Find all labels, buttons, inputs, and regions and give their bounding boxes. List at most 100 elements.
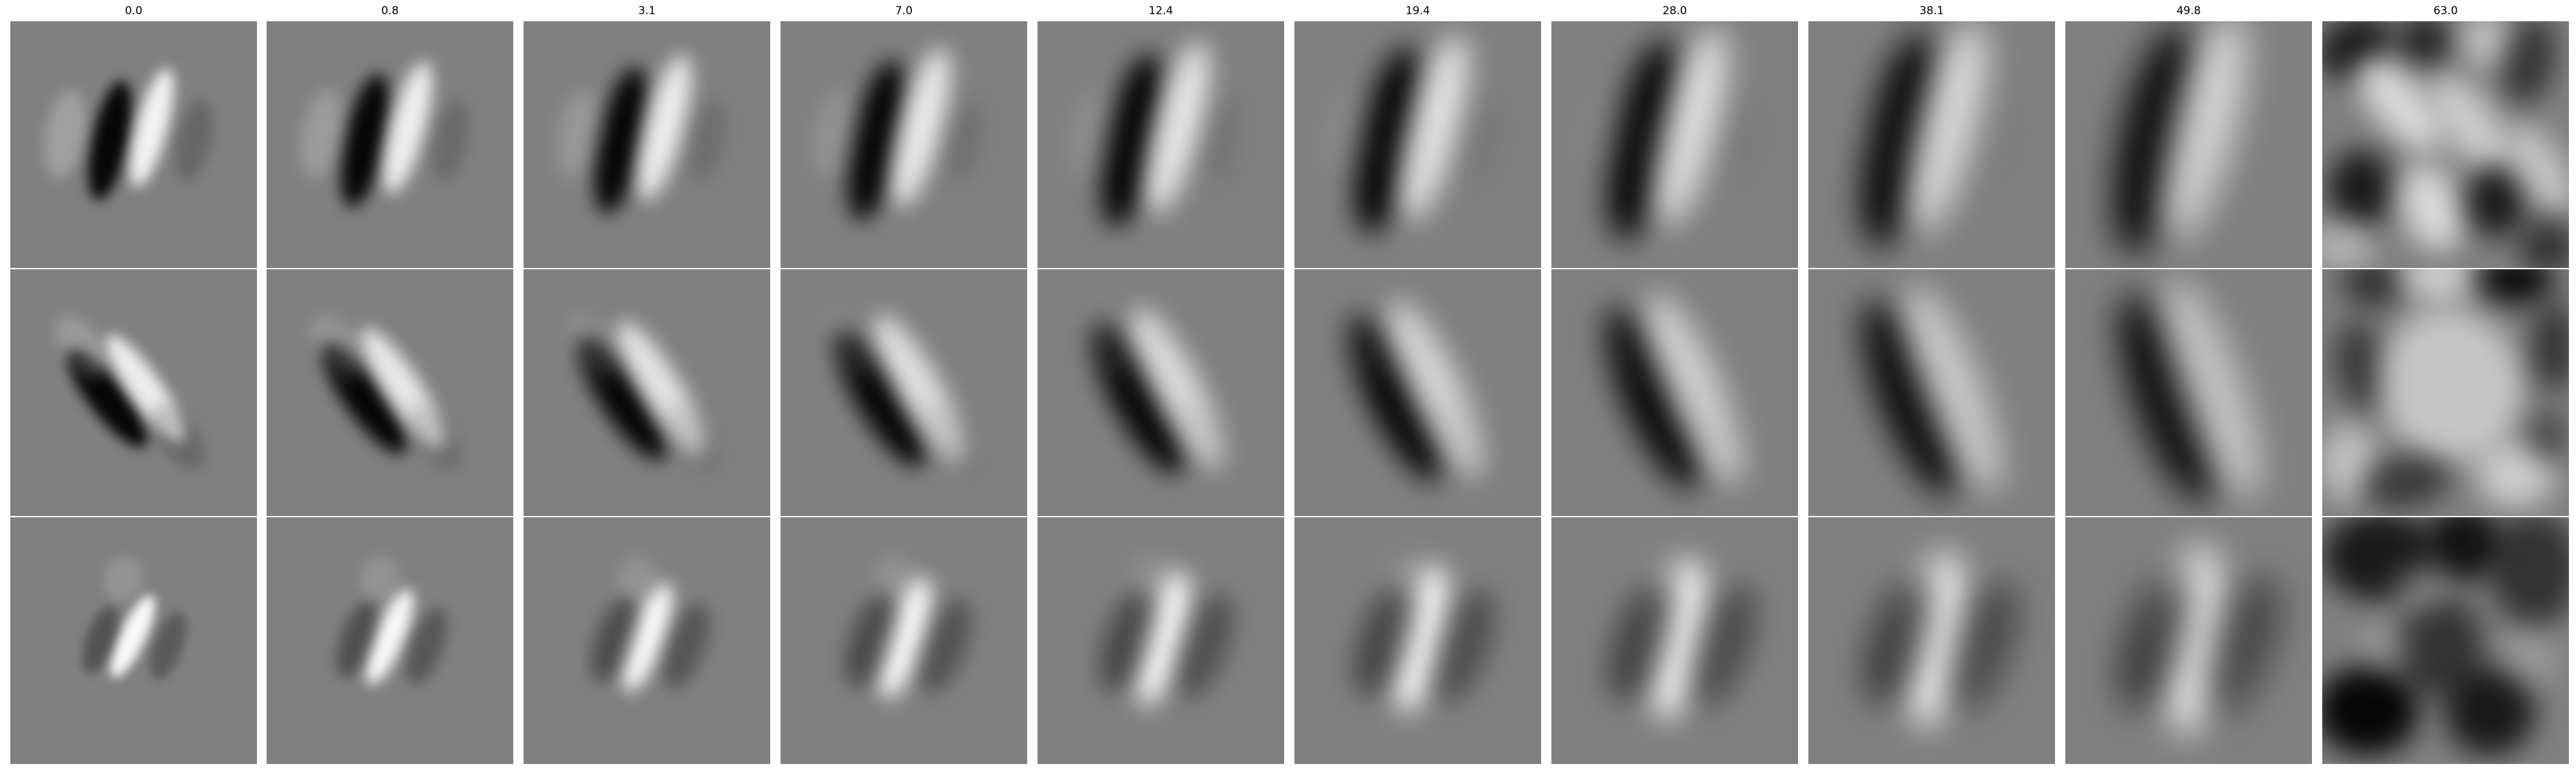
bright-lobe [558, 89, 599, 179]
filter-image [1294, 517, 1541, 764]
dark-lobe [2532, 301, 2569, 392]
filter-panel [1294, 517, 1541, 764]
dark-lobe [2117, 569, 2193, 711]
bright-lobe [1596, 315, 1648, 378]
filter-panel [1037, 269, 1284, 516]
column-title: 63.0 [2433, 5, 2458, 17]
dark-lobe [1716, 99, 1754, 182]
filter-image [2065, 269, 2312, 516]
bright-lobe [879, 577, 931, 699]
dark-lobe [1459, 99, 1497, 182]
bright-lobe [1654, 28, 1727, 227]
bright-lobe [1644, 556, 1684, 601]
filter-image [524, 21, 770, 268]
bright-lobe [1901, 556, 1941, 601]
filter-image [267, 269, 513, 516]
dark-lobe [2114, 26, 2197, 254]
filter-image [2322, 269, 2569, 516]
filter-image [524, 517, 770, 764]
bright-lobe [815, 89, 856, 179]
filter-panel [1551, 269, 1798, 516]
bright-lobe [2158, 556, 2198, 601]
dark-lobe [1434, 589, 1495, 703]
bright-lobe [366, 589, 414, 685]
filter-panel [2322, 21, 2569, 268]
bright-lobe [130, 68, 174, 187]
column-title: 0.0 [124, 5, 143, 17]
dark-lobe [2528, 411, 2567, 463]
column-title: 7.0 [895, 5, 913, 17]
filter-panel [781, 21, 1027, 268]
filter-panel [267, 517, 513, 764]
dark-lobe [2501, 21, 2555, 105]
dark-lobe [1177, 594, 1233, 698]
dark-lobe [945, 99, 983, 182]
bright-lobe [1394, 564, 1448, 713]
bright-lobe [1387, 556, 1427, 601]
dark-lobe [1947, 580, 2019, 712]
dark-lobe [2334, 321, 2388, 411]
dark-lobe [1863, 573, 1934, 706]
filter-panel [781, 517, 1027, 764]
dark-lobe [688, 99, 726, 182]
column-title: 49.8 [2176, 5, 2201, 17]
bright-lobe [2322, 221, 2374, 268]
filter-image [1037, 269, 1284, 516]
dark-lobe [431, 99, 469, 182]
dark-lobe [2519, 218, 2569, 268]
bright-lobe [2357, 57, 2442, 153]
bright-lobe [103, 556, 143, 601]
filter-image [1551, 21, 1798, 268]
dark-lobe [663, 603, 710, 689]
filter-panel [2065, 269, 2312, 516]
bright-lobe [312, 315, 363, 378]
dark-lobe [591, 596, 637, 683]
filter-image [1037, 517, 1284, 764]
filter-panel [781, 269, 1027, 516]
dark-lobe [1354, 582, 1416, 697]
filter-panel [2322, 269, 2569, 516]
column-title: 38.1 [1919, 5, 1944, 17]
bright-lobe [569, 315, 620, 378]
column-title: 28.0 [1662, 5, 1687, 17]
dark-lobe [2342, 269, 2406, 308]
filter-panel [1294, 21, 1541, 268]
filter-panel [1037, 517, 1284, 764]
dark-lobe [336, 601, 377, 678]
dark-lobe [1354, 46, 1423, 234]
bright-lobe [1146, 41, 1209, 214]
bright-lobe [622, 582, 673, 692]
dark-lobe [2445, 665, 2535, 756]
dark-lobe [845, 592, 896, 687]
dark-lobe [341, 73, 390, 207]
bright-lobe [873, 556, 913, 601]
bright-lobe [383, 61, 432, 194]
filter-panel [10, 269, 257, 516]
bright-lobe [2477, 443, 2554, 508]
bright-lobe [1908, 21, 1987, 234]
dark-lobe [663, 403, 719, 471]
dark-lobe [920, 598, 971, 694]
bright-lobe [1329, 89, 1370, 179]
dark-lobe [1099, 587, 1156, 692]
filter-panel [1808, 517, 2055, 764]
dark-lobe [2396, 21, 2454, 66]
dark-lobe [848, 60, 906, 221]
bright-lobe [2499, 630, 2557, 688]
bright-lobe [359, 556, 399, 601]
dark-lobe [1691, 403, 1747, 471]
filter-panel [2322, 517, 2569, 764]
dark-lobe [1434, 403, 1490, 471]
bright-lobe [1586, 89, 1627, 179]
filter-image [1294, 21, 1541, 268]
dark-lobe [1202, 99, 1240, 182]
filter-panel [267, 269, 513, 516]
filter-panel [10, 21, 257, 268]
bright-lobe [44, 89, 86, 179]
filter-image [1551, 517, 1798, 764]
filter-image [781, 269, 1027, 516]
filter-panel [1808, 269, 2055, 516]
dark-lobe [2361, 455, 2451, 509]
dark-lobe [2119, 294, 2217, 502]
